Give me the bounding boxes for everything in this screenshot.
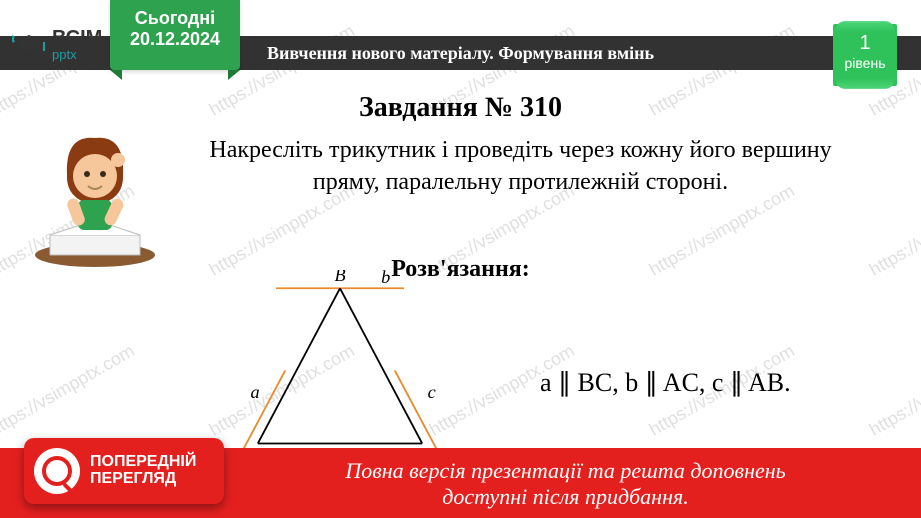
label-b: b — [381, 270, 390, 287]
label-B: B — [335, 270, 346, 285]
level-number: 1 — [833, 32, 897, 55]
logo-sub-text: pptx — [52, 48, 102, 61]
purchase-banner-line2: доступні після придбання. — [230, 484, 901, 510]
preview-button-line2: ПЕРЕГЛЯД — [90, 471, 196, 488]
logo: ВСІМ pptx — [12, 28, 102, 61]
topbar-text: Вивчення нового матеріалу. Формування вм… — [267, 43, 654, 64]
level-label: рівень — [833, 55, 897, 71]
date-banner-date: 20.12.2024 — [110, 29, 240, 50]
graduation-cap-icon — [12, 33, 46, 57]
side-bc — [340, 288, 422, 443]
date-banner: Сьогодні 20.12.2024 — [110, 0, 240, 70]
logo-text-block: ВСІМ pptx — [52, 28, 102, 61]
side-ab — [258, 288, 340, 443]
level-badge: 1 рівень — [833, 24, 897, 86]
magnifier-icon — [34, 448, 80, 494]
watermark: https://vsimpptx.com — [866, 340, 921, 440]
preview-button-label: ПОПЕРЕДНІЙ ПЕРЕГЛЯД — [90, 454, 196, 488]
logo-main-text: ВСІМ — [52, 28, 102, 48]
watermark: https://vsimpptx.com — [0, 340, 138, 440]
solution-text: a ∥ BC, b ∥ AC, c ∥ AB. — [540, 368, 791, 398]
date-banner-label: Сьогодні — [110, 8, 240, 29]
preview-button[interactable]: ПОПЕРЕДНІЙ ПЕРЕГЛЯД — [24, 438, 224, 504]
slide-root: https://vsimpptx.com https://vsimpptx.co… — [0, 0, 921, 518]
purchase-banner-line1: Повна версія презентації та решта доповн… — [230, 458, 901, 484]
preview-button-line1: ПОПЕРЕДНІЙ — [90, 454, 196, 471]
thinking-girl-illustration — [20, 120, 170, 270]
task-body: Накресліть трикутник і проведіть через к… — [180, 134, 861, 199]
label-a: a — [251, 382, 260, 402]
label-c: c — [428, 382, 436, 402]
